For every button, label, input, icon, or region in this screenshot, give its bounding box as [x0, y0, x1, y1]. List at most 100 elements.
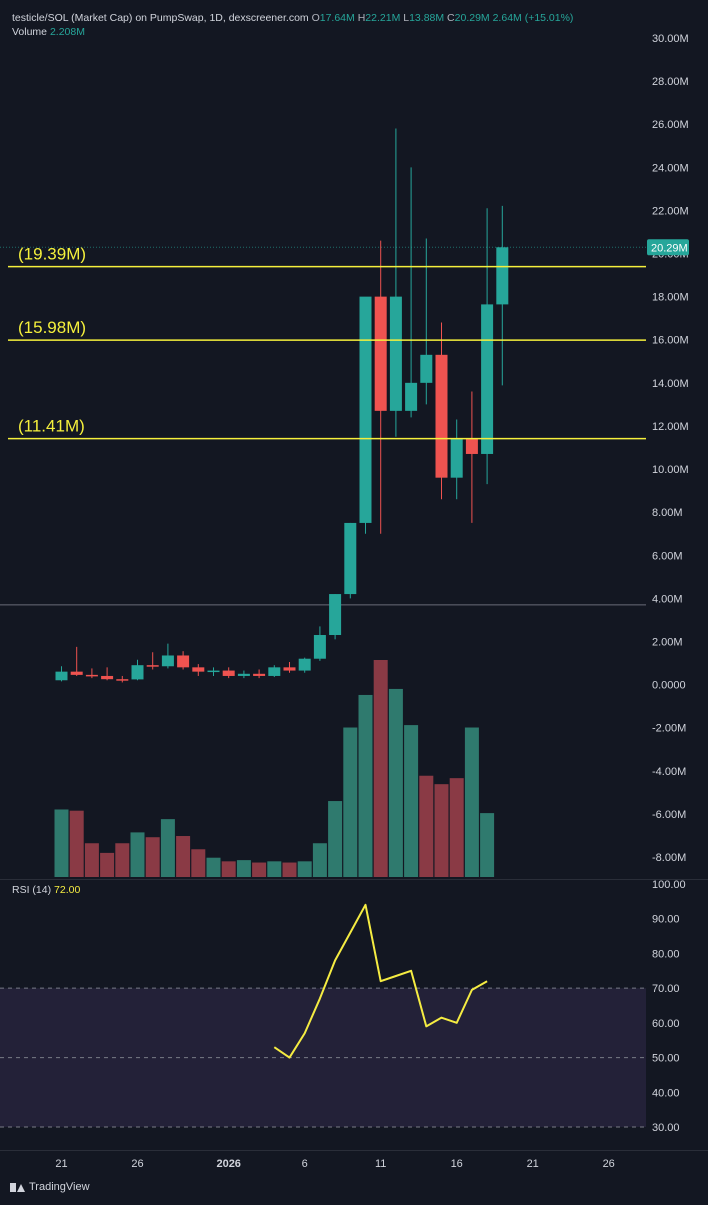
- volume-bar: [298, 861, 312, 877]
- candle-body: [420, 355, 432, 383]
- tradingview-logo[interactable]: TradingView: [10, 1181, 90, 1193]
- candle-body: [329, 594, 341, 635]
- last-price-label: 20.29M: [651, 242, 688, 254]
- volume-bar: [237, 860, 251, 877]
- time-axis-tick: 11: [375, 1158, 386, 1170]
- rsi-legend: RSI (14) 72.00: [12, 884, 80, 896]
- time-axis-tick: 21: [55, 1158, 67, 1170]
- candle-body: [268, 667, 280, 676]
- candle-body: [177, 655, 189, 667]
- rsi-value: 72.00: [54, 884, 80, 896]
- time-axis-tick: 26: [131, 1158, 143, 1170]
- price-axis-tick: 14.00M: [652, 378, 689, 390]
- price-axis-tick: 28.00M: [652, 76, 689, 88]
- symbol-title: testicle/SOL (Market Cap) on PumpSwap, 1…: [12, 12, 309, 24]
- volume-bar: [480, 813, 494, 877]
- high-value: 22.21M: [365, 12, 400, 24]
- candle-body: [56, 672, 68, 681]
- volume-bar: [359, 695, 373, 877]
- rsi-axis-tick: 70.00: [652, 983, 680, 995]
- volume-bar: [450, 778, 464, 877]
- volume-bar: [328, 801, 342, 877]
- close-value: 20.29M: [455, 12, 490, 24]
- candle-body: [101, 676, 113, 679]
- candle-body: [436, 355, 448, 478]
- candle-body: [390, 297, 402, 411]
- price-axis-tick: 10.00M: [652, 464, 689, 476]
- candle-body: [116, 679, 128, 681]
- price-axis-tick: -2.00M: [652, 723, 686, 735]
- volume-bar: [207, 858, 221, 877]
- candle-body: [481, 304, 493, 454]
- volume-bar: [70, 811, 84, 877]
- candle-body: [86, 675, 98, 677]
- time-axis-tick: 21: [527, 1158, 539, 1170]
- rsi-axis-tick: 60.00: [652, 1018, 680, 1030]
- volume-bar: [419, 776, 433, 877]
- price-axis-tick: 30.00M: [652, 33, 689, 45]
- price-axis-tick: 16.00M: [652, 335, 689, 347]
- volume-bar: [85, 843, 99, 877]
- volume-value: 2.208M: [50, 26, 85, 38]
- candle-body: [192, 667, 204, 671]
- price-axis-tick: -4.00M: [652, 766, 686, 778]
- open-value: 17.64M: [320, 12, 355, 24]
- time-axis-tick: 16: [451, 1158, 463, 1170]
- candle-body: [451, 439, 463, 478]
- price-axis-tick: 8.00M: [652, 507, 683, 519]
- tradingview-logo-text: TradingView: [29, 1181, 90, 1193]
- volume-bar: [389, 689, 403, 877]
- volume-bar: [55, 809, 69, 877]
- candle-body: [375, 297, 387, 411]
- time-axis-tick: 6: [302, 1158, 308, 1170]
- candle-body: [405, 383, 417, 411]
- price-axis-tick: 4.00M: [652, 593, 683, 605]
- volume-bar: [191, 849, 205, 877]
- chart-title: testicle/SOL (Market Cap) on PumpSwap, 1…: [12, 12, 573, 24]
- candle-body: [223, 671, 235, 676]
- volume-label: Volume: [12, 26, 47, 38]
- candle-body: [299, 659, 311, 671]
- candle-body: [284, 667, 296, 670]
- volume-bar: [435, 784, 449, 877]
- volume-bar: [267, 861, 281, 877]
- price-axis-tick: 0.0000: [652, 680, 686, 692]
- time-axis-tick: 2026: [216, 1158, 240, 1170]
- candle-body: [344, 523, 356, 594]
- level-label: (11.41M): [18, 417, 85, 436]
- candle-body: [132, 665, 144, 679]
- rsi-axis-tick: 40.00: [652, 1087, 680, 1099]
- volume-bar: [115, 843, 129, 877]
- volume-bar: [343, 728, 357, 877]
- volume-bar: [176, 836, 190, 877]
- price-axis-tick: 24.00M: [652, 162, 689, 174]
- rsi-label: RSI (14): [12, 884, 51, 896]
- price-axis-tick: 6.00M: [652, 550, 683, 562]
- volume-legend: Volume 2.208M: [12, 26, 85, 38]
- volume-bar: [404, 725, 418, 877]
- volume-bar: [131, 832, 145, 877]
- candle-body: [314, 635, 326, 659]
- volume-bar: [465, 728, 479, 877]
- rsi-axis-tick: 30.00: [652, 1122, 680, 1134]
- level-label: (19.39M): [18, 245, 86, 264]
- rsi-axis-tick: 100.00: [652, 879, 686, 891]
- low-value: 13.88M: [409, 12, 444, 24]
- candle-body: [496, 247, 508, 304]
- price-axis-tick: 2.00M: [652, 636, 683, 648]
- price-axis-tick: -8.00M: [652, 852, 686, 864]
- candle-body: [208, 671, 220, 673]
- price-axis-tick: -6.00M: [652, 809, 686, 821]
- tradingview-logo-icon: [10, 1183, 24, 1192]
- volume-bar: [161, 819, 175, 877]
- volume-bar: [100, 853, 114, 877]
- price-axis-tick: 22.00M: [652, 205, 689, 217]
- candle-body: [360, 297, 372, 523]
- price-axis-tick: 26.00M: [652, 119, 689, 131]
- candle-body: [147, 665, 159, 667]
- candle-body: [238, 674, 250, 676]
- rsi-axis-tick: 80.00: [652, 948, 680, 960]
- candle-body: [71, 672, 83, 675]
